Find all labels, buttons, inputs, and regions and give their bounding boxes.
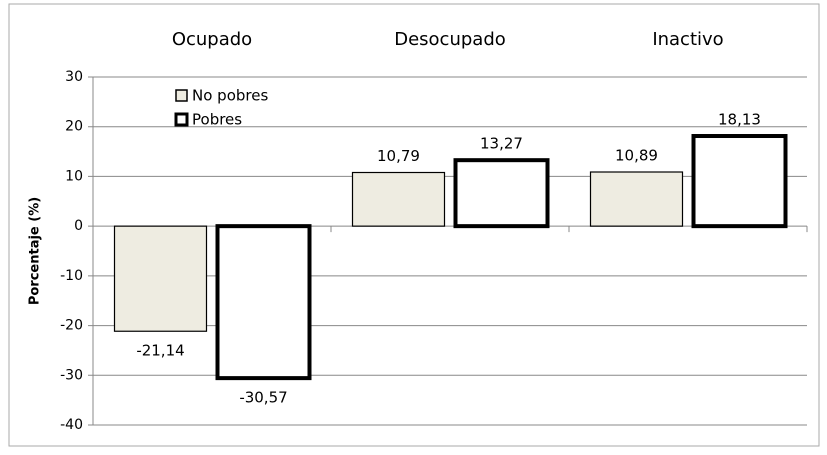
- y-tick-label: 10: [65, 168, 83, 184]
- value-label: -30,57: [239, 389, 287, 407]
- y-tick-label: -30: [60, 367, 83, 383]
- value-label: 10,89: [615, 147, 658, 165]
- category-label: Inactivo: [652, 29, 723, 50]
- value-label: 10,79: [377, 147, 420, 165]
- bar: [215, 224, 312, 381]
- legend-swatch: [175, 89, 188, 102]
- bar: [351, 171, 446, 227]
- legend-label: Pobres: [192, 111, 242, 129]
- value-label: 18,13: [718, 111, 761, 129]
- value-label: 13,27: [480, 135, 523, 153]
- value-label: -21,14: [136, 342, 184, 360]
- y-tick-label: -10: [60, 268, 83, 284]
- y-tick-label: 0: [74, 218, 83, 234]
- y-tick-label: -20: [60, 318, 83, 334]
- y-tick-label: 20: [65, 119, 83, 135]
- category-label: Desocupado: [394, 29, 506, 50]
- bar: [691, 134, 788, 229]
- legend-label: No pobres: [192, 87, 268, 105]
- bar: [589, 171, 684, 227]
- y-tick-label: 30: [65, 69, 83, 85]
- legend-swatch: [174, 112, 189, 127]
- y-axis-label: Porcentaje (%): [28, 197, 43, 305]
- category-label: Ocupado: [172, 29, 252, 50]
- bar: [113, 225, 208, 332]
- y-tick-label: -40: [60, 417, 83, 433]
- bar: [453, 158, 550, 229]
